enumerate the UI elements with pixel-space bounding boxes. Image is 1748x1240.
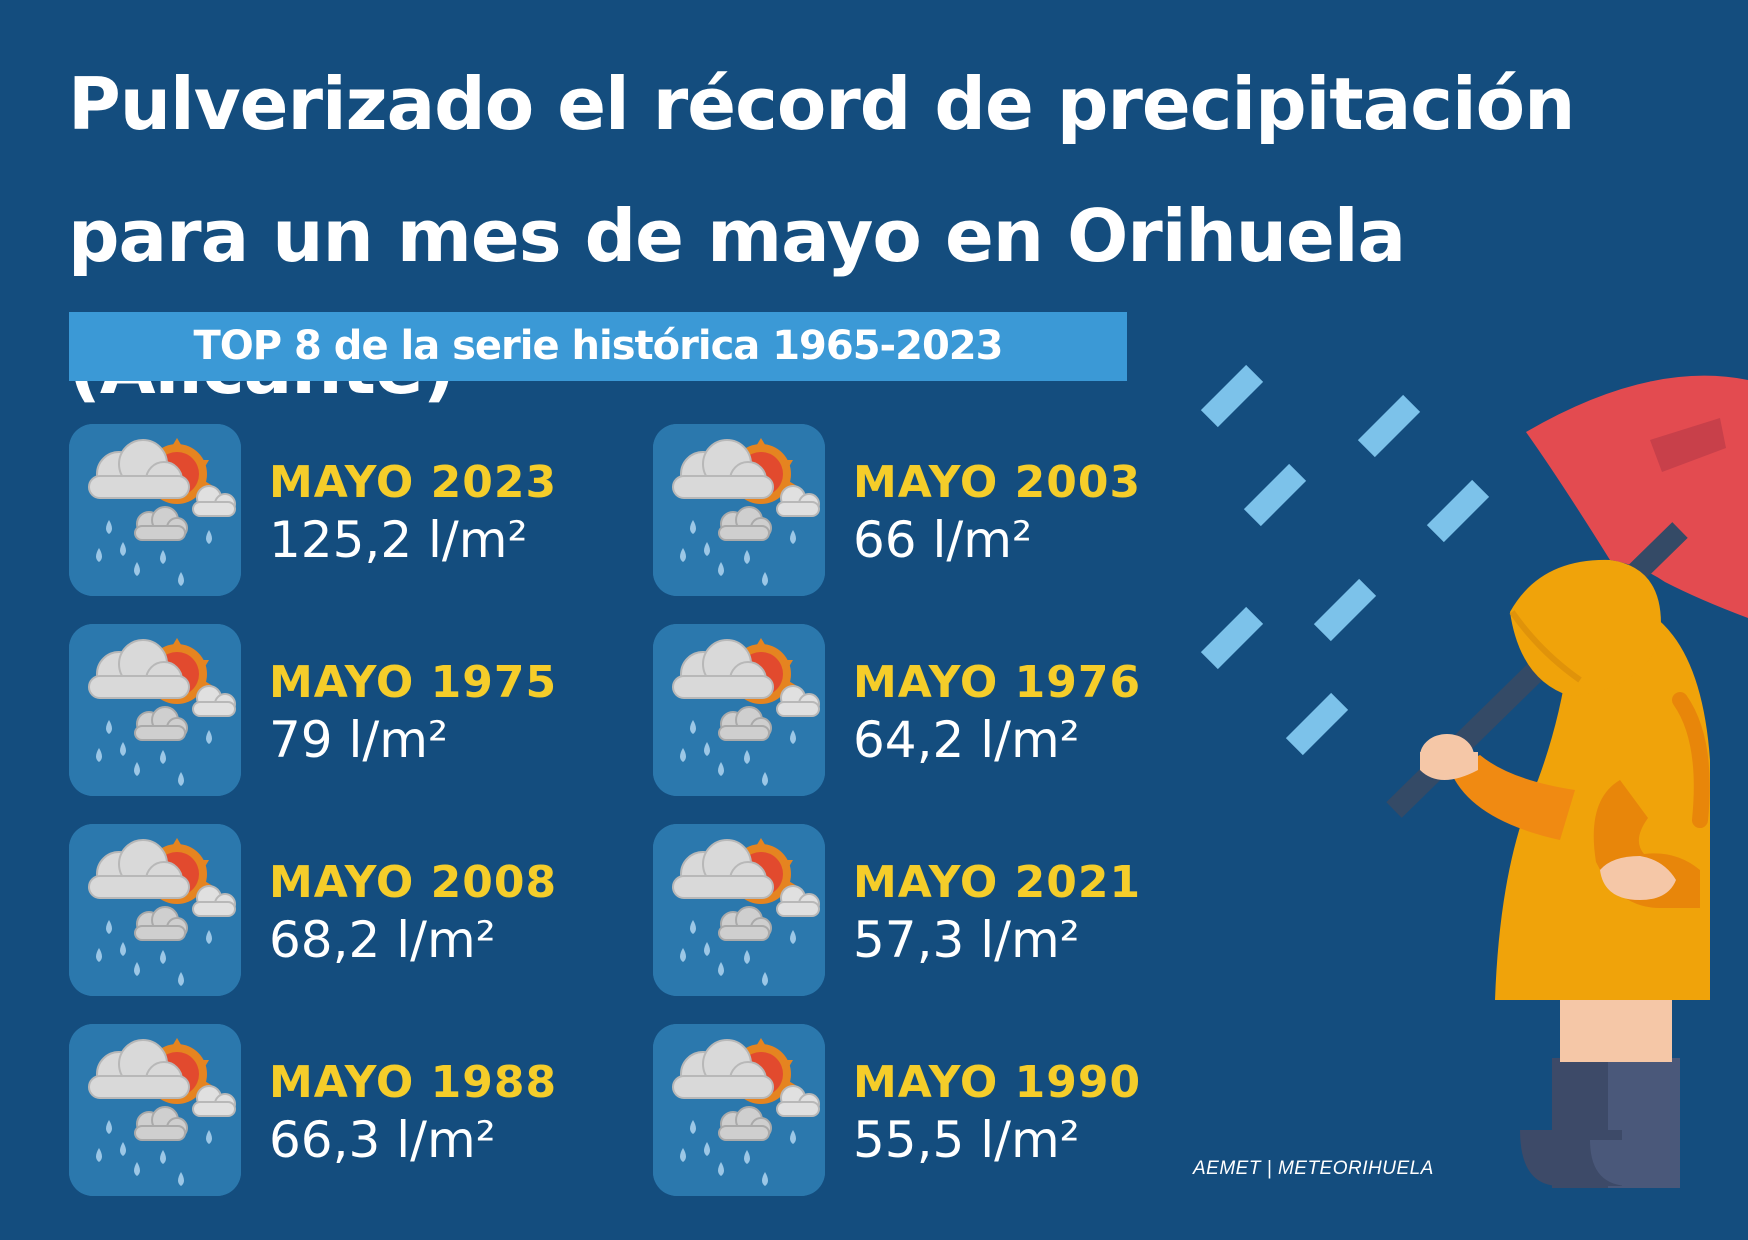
cloud-sun-rain-icon bbox=[653, 624, 825, 796]
record-item: MAYO 1988 66,3 l/m² bbox=[69, 1024, 629, 1196]
record-value: 66,3 l/m² bbox=[269, 1111, 496, 1169]
record-label: MAYO 2008 bbox=[269, 857, 558, 908]
record-item: MAYO 1990 55,5 l/m² bbox=[653, 1024, 1213, 1196]
record-item: MAYO 2023 125,2 l/m² bbox=[69, 424, 629, 596]
person-raincoat-umbrella-icon bbox=[1200, 364, 1748, 1188]
record-value: 57,3 l/m² bbox=[853, 911, 1080, 969]
record-value: 68,2 l/m² bbox=[269, 911, 496, 969]
record-value: 55,5 l/m² bbox=[853, 1111, 1080, 1169]
page-title: Pulverizado el récord de precipitación p… bbox=[68, 62, 1575, 410]
cloud-sun-rain-icon bbox=[653, 824, 825, 996]
record-label: MAYO 1976 bbox=[853, 657, 1142, 708]
record-label: MAYO 2021 bbox=[853, 857, 1142, 908]
subtitle-banner: TOP 8 de la serie histórica 1965-2023 bbox=[69, 312, 1127, 381]
record-item: MAYO 2021 57,3 l/m² bbox=[653, 824, 1213, 996]
raindrops-icon bbox=[1200, 364, 1490, 756]
record-item: MAYO 2008 68,2 l/m² bbox=[69, 824, 629, 996]
record-item: MAYO 2003 66 l/m² bbox=[653, 424, 1213, 596]
record-item: MAYO 1976 64,2 l/m² bbox=[653, 624, 1213, 796]
record-value: 79 l/m² bbox=[269, 711, 449, 769]
cloud-sun-rain-icon bbox=[69, 424, 241, 596]
record-label: MAYO 2003 bbox=[853, 457, 1142, 508]
subtitle-text: TOP 8 de la serie histórica 1965-2023 bbox=[193, 323, 1004, 369]
cloud-sun-rain-icon bbox=[69, 624, 241, 796]
record-value: 64,2 l/m² bbox=[853, 711, 1080, 769]
record-label: MAYO 1975 bbox=[269, 657, 558, 708]
record-label: MAYO 2023 bbox=[269, 457, 558, 508]
cloud-sun-rain-icon bbox=[653, 424, 825, 596]
record-label: MAYO 1988 bbox=[269, 1057, 558, 1108]
record-value: 125,2 l/m² bbox=[269, 511, 528, 569]
cloud-sun-rain-icon bbox=[69, 824, 241, 996]
record-value: 66 l/m² bbox=[853, 511, 1033, 569]
source-credit: AEMET | METEORIHUELA bbox=[1193, 1158, 1434, 1179]
record-item: MAYO 1975 79 l/m² bbox=[69, 624, 629, 796]
cloud-sun-rain-icon bbox=[653, 1024, 825, 1196]
record-label: MAYO 1990 bbox=[853, 1057, 1142, 1108]
cloud-sun-rain-icon bbox=[69, 1024, 241, 1196]
